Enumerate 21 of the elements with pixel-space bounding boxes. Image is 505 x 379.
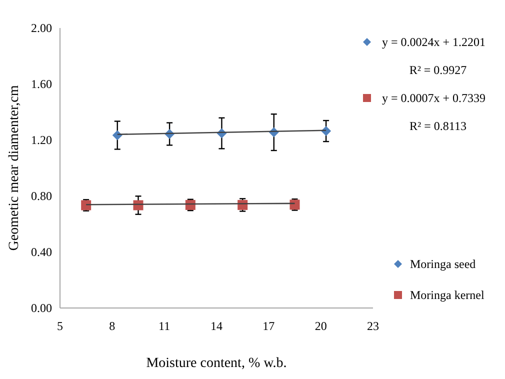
y-tick-label: 0.40 [31, 245, 52, 260]
x-tick-label: 23 [367, 319, 379, 333]
y-tick-label: 0.00 [31, 301, 52, 316]
x-tick-label: 14 [210, 319, 222, 333]
x-tick-label: 11 [158, 319, 170, 333]
text: y = 0.0007x + 0.7339 [382, 91, 486, 106]
legend-label: Moringa seed [410, 257, 476, 272]
y-axis-title: Geometic mear diamenter,cm [7, 85, 22, 251]
legend-label: Moringa kernel [410, 288, 485, 302]
x-tick-label: 5 [57, 319, 63, 333]
x-tick-label: 17 [262, 319, 275, 333]
x-tick-label: 20 [314, 319, 327, 333]
y-tick-label: 1.20 [31, 133, 52, 148]
x-axis-title: Moisture content, % w.b. [146, 356, 287, 371]
y-tick-label: 0.80 [31, 189, 52, 204]
x-tick-label: 8 [109, 319, 116, 333]
text: y = 0.0024x + 1.2201 [382, 35, 486, 50]
y-tick-label: 1.60 [31, 77, 52, 92]
text: R² = 0.8113 [410, 119, 466, 134]
text: R² = 0.9927 [409, 63, 467, 78]
y-tick-label: 2.00 [31, 21, 52, 36]
